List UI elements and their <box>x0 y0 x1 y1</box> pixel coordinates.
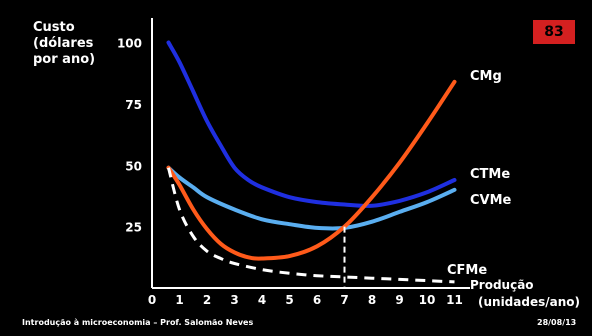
y-axis-title-line: (dólares <box>33 36 94 51</box>
series-ctme-line <box>166 40 457 208</box>
x-tick-label: 3 <box>230 293 238 307</box>
x-tick-label: 9 <box>395 293 403 307</box>
y-tick-label: 25 <box>125 221 142 235</box>
series-cvme-line <box>166 165 457 231</box>
x-tick-label: 8 <box>368 293 376 307</box>
series-layer <box>166 40 457 284</box>
x-tick-label: 11 <box>446 293 463 307</box>
y-axis-title: Custo (dólares por ano) <box>33 20 95 68</box>
x-tick-label: 4 <box>258 293 266 307</box>
x-tick-label: 6 <box>313 293 321 307</box>
y-tick-label: 75 <box>125 98 142 112</box>
series-cfme-line <box>167 167 455 284</box>
x-axis-title-line: Produção <box>470 278 534 292</box>
x-tick-label: 5 <box>285 293 293 307</box>
footer-date: 28/08/13 <box>537 318 577 327</box>
x-tick-label: 10 <box>419 293 436 307</box>
x-tick-label: 2 <box>203 293 211 307</box>
series-label-ctme: CTMe <box>470 167 510 182</box>
y-tick-label: 50 <box>125 159 142 173</box>
series-label-cvme: CVMe <box>470 193 512 208</box>
series-cmg-line <box>166 79 457 261</box>
axes: 0 1 2 3 4 5 6 7 8 9 10 11 25 50 75 100 <box>117 18 470 307</box>
x-axis-title-line: (unidades/ano) <box>478 295 580 309</box>
series-label-cfme: CFMe <box>447 263 487 278</box>
x-tick-label: 1 <box>175 293 183 307</box>
x-tick-label: 0 <box>148 293 156 307</box>
footer-course-title: Introdução à microeconomia – Prof. Salom… <box>22 318 254 327</box>
y-axis-title-line: por ano) <box>33 52 96 67</box>
series-label-cmg: CMg <box>470 69 502 84</box>
y-axis-title-line: Custo <box>33 20 75 35</box>
y-tick-label: 100 <box>117 37 142 51</box>
page-number-badge: 83 <box>533 20 575 44</box>
x-tick-label: 7 <box>340 293 348 307</box>
series-labels: CMg CTMe CVMe CFMe <box>447 69 512 278</box>
